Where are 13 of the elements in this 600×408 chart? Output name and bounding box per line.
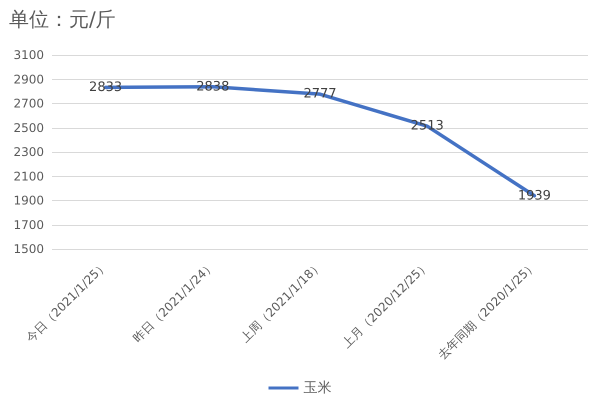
y-tick-label: 2900: [13, 72, 44, 86]
y-tick-label: 1700: [13, 218, 44, 232]
y-tick-label: 2700: [13, 96, 44, 110]
y-tick-label: 1500: [13, 242, 44, 256]
y-tick-label: 1900: [13, 194, 44, 208]
legend-label: 玉米: [304, 380, 332, 396]
y-tick-label: 2100: [13, 169, 44, 184]
y-tick-label: 2300: [13, 145, 44, 159]
chart-title: 单位：元/斤: [9, 7, 116, 31]
data-label: 1939: [518, 188, 551, 204]
data-label: 2833: [89, 80, 122, 95]
y-tick-label: 3100: [13, 48, 44, 62]
y-tick-label: 2500: [13, 120, 44, 135]
